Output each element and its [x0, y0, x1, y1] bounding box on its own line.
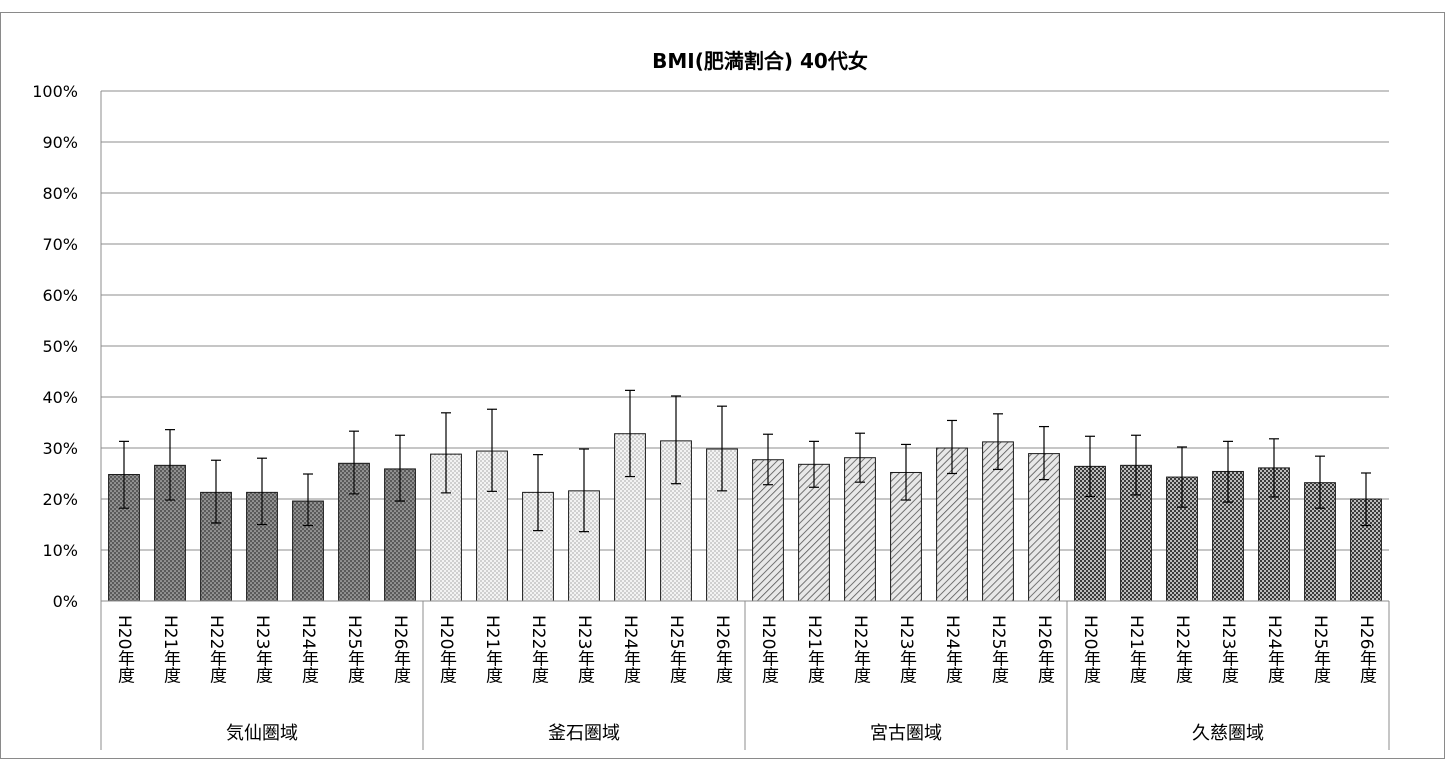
x-category-label: H23年度 — [896, 615, 917, 683]
bar — [338, 462, 370, 602]
x-category-label: H23年度 — [1218, 615, 1239, 683]
x-category-label: H26年度 — [712, 615, 733, 683]
y-tick-label: 20% — [42, 490, 78, 509]
y-tick-label: 70% — [42, 235, 78, 254]
y-tick-label: 90% — [42, 133, 78, 152]
x-axis-groups: 気仙圏域 釜石圏域 宮古圏域 久慈圏域 — [226, 723, 1264, 744]
x-category-label: H23年度 — [574, 615, 595, 683]
y-tick-label: 50% — [42, 337, 78, 356]
x-category-label: H26年度 — [1356, 615, 1377, 683]
x-category-label: H22年度 — [528, 615, 549, 683]
bars — [108, 433, 1382, 602]
x-category-label: H22年度 — [1172, 615, 1193, 683]
y-tick-label: 60% — [42, 286, 78, 305]
x-category-label: H25年度 — [344, 615, 365, 683]
x-category-label: H25年度 — [666, 615, 687, 683]
y-axis-ticks: 0% 10% 20% 30% 40% 50% 60% 70% 80% 90% 100% — [32, 82, 78, 611]
x-group-label: 釜石圏域 — [548, 723, 620, 744]
x-category-label: H25年度 — [988, 615, 1009, 683]
x-axis-categories: H20年度 H21年度 H22年度 H23年度 H24年度 H25年度 H26年度 H20年度… — [114, 615, 1377, 683]
x-category-label: H20年度 — [436, 615, 457, 683]
y-tick-label: 80% — [42, 184, 78, 203]
x-category-label: H23年度 — [252, 615, 273, 683]
x-group-label: 久慈圏域 — [1192, 723, 1264, 744]
x-category-label: H21年度 — [1126, 615, 1147, 683]
x-category-label: H24年度 — [1264, 615, 1285, 683]
y-tick-label: 40% — [42, 388, 78, 407]
bar — [384, 468, 416, 602]
error-bars — [119, 389, 1371, 533]
x-group-label: 気仙圏域 — [226, 723, 298, 744]
x-category-label: H21年度 — [160, 615, 181, 683]
x-group-label: 宮古圏域 — [870, 723, 942, 744]
x-category-label: H24年度 — [942, 615, 963, 683]
x-category-label: H22年度 — [206, 615, 227, 683]
y-tick-label: 100% — [32, 82, 78, 101]
x-category-label: H20年度 — [758, 615, 779, 683]
y-tick-label: 30% — [42, 439, 78, 458]
x-category-label: H26年度 — [390, 615, 411, 683]
x-category-label: H25年度 — [1310, 615, 1331, 683]
x-category-label: H24年度 — [620, 615, 641, 683]
axes — [100, 91, 1390, 750]
y-tick-label: 10% — [42, 541, 78, 560]
x-category-label: H24年度 — [298, 615, 319, 683]
x-category-label: H22年度 — [850, 615, 871, 683]
x-category-label: H20年度 — [1080, 615, 1101, 683]
y-tick-label: 0% — [53, 592, 78, 611]
x-category-label: H21年度 — [482, 615, 503, 683]
x-category-label: H20年度 — [114, 615, 135, 683]
x-category-label: H21年度 — [804, 615, 825, 683]
x-category-label: H26年度 — [1034, 615, 1055, 683]
chart-title: BMI(肥満割合) 40代女 — [652, 49, 868, 73]
